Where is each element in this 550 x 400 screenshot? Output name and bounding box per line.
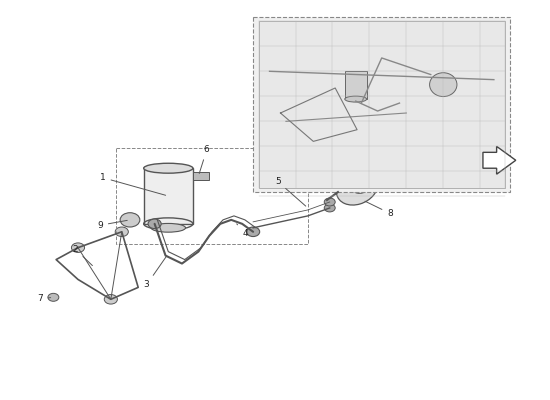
Circle shape — [72, 243, 85, 252]
Circle shape — [324, 204, 335, 212]
Bar — [345, 71, 367, 99]
Ellipse shape — [352, 175, 373, 193]
Bar — [193, 172, 210, 180]
Bar — [144, 168, 193, 224]
Circle shape — [148, 219, 161, 229]
Circle shape — [115, 227, 128, 236]
Text: 5: 5 — [275, 177, 306, 206]
Ellipse shape — [345, 96, 367, 102]
Text: 6: 6 — [199, 145, 210, 174]
Ellipse shape — [151, 224, 185, 232]
Bar — [116, 148, 308, 244]
Bar — [258, 21, 505, 188]
Circle shape — [324, 198, 335, 206]
Circle shape — [48, 293, 59, 301]
Bar — [253, 17, 510, 192]
Text: 3: 3 — [144, 256, 167, 289]
Text: 9: 9 — [97, 220, 127, 230]
Ellipse shape — [430, 73, 457, 96]
Ellipse shape — [337, 171, 378, 205]
Text: 8: 8 — [365, 201, 393, 218]
Text: 1: 1 — [100, 173, 166, 195]
Text: 4: 4 — [236, 224, 248, 238]
Text: 2: 2 — [73, 245, 92, 266]
Text: 7: 7 — [37, 294, 51, 303]
Circle shape — [120, 213, 140, 227]
Ellipse shape — [144, 163, 193, 173]
Polygon shape — [483, 146, 516, 174]
Circle shape — [246, 227, 260, 236]
Circle shape — [104, 294, 117, 304]
